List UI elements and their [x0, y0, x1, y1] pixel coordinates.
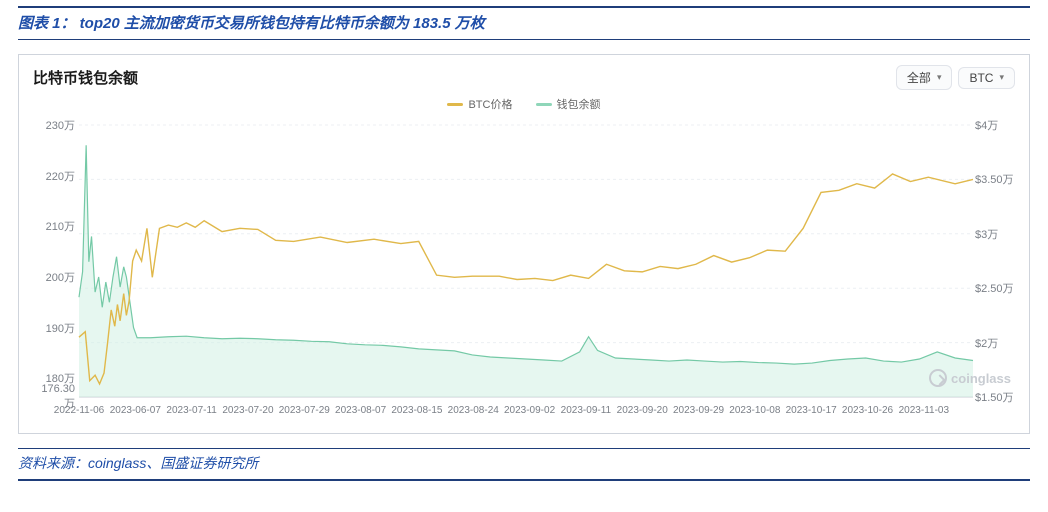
x-tick: 2023-09-29	[673, 405, 724, 416]
y-left-tick: 220万	[33, 168, 75, 184]
x-tick: 2023-09-02	[504, 405, 555, 416]
legend-item-btc-price[interactable]: BTC价格	[447, 96, 512, 112]
x-tick: 2023-07-20	[222, 405, 273, 416]
plot-area	[79, 125, 973, 397]
y-left-tick: 200万	[33, 269, 75, 285]
y-left-tick: 190万	[33, 320, 75, 336]
figure-title: 图表 1： top20 主流加密货币交易所钱包持有比特币余额为 183.5 万枚	[18, 15, 485, 32]
x-tick: 2023-08-15	[391, 405, 442, 416]
chart-panel: 比特币钱包余额 全部 ▾ BTC ▾ BTC价格 钱包余额 230万 220万 21…	[18, 54, 1030, 434]
figure-title-bar: 图表 1： top20 主流加密货币交易所钱包持有比特币余额为 183.5 万枚	[18, 6, 1030, 40]
x-tick: 2023-09-20	[617, 405, 668, 416]
y-right-tick: $1.50万	[975, 389, 1017, 405]
y-right-tick: $4万	[975, 117, 1017, 133]
chevron-down-icon: ▾	[999, 72, 1004, 83]
x-tick: 2023-09-11	[561, 405, 611, 416]
x-tick: 2023-08-24	[448, 405, 499, 416]
chart-header: 比特币钱包余额 全部 ▾ BTC ▾	[33, 65, 1015, 90]
legend-label: 钱包余额	[557, 96, 601, 112]
x-tick: 2023-10-17	[786, 405, 837, 416]
chart-svg	[79, 125, 973, 397]
x-tick: 2023-11-03	[899, 405, 949, 416]
source-bar: 资料来源：coinglass、国盛证券研究所	[18, 448, 1030, 481]
unit-dropdown[interactable]: BTC ▾	[958, 67, 1015, 89]
x-tick: 2022-11-06	[54, 405, 104, 416]
x-tick: 2023-08-07	[335, 405, 386, 416]
y-left-tick: 210万	[33, 218, 75, 234]
x-tick: 2023-10-08	[729, 405, 780, 416]
legend-swatch	[536, 103, 552, 106]
source-text: 资料来源：coinglass、国盛证券研究所	[18, 455, 258, 471]
legend-swatch	[447, 103, 463, 106]
y-axis-left: 230万220万210万200万190万180万176.30万	[33, 125, 75, 397]
y-right-tick: $3万	[975, 226, 1017, 242]
x-axis: 2022-11-062023-06-072023-07-112023-07-20…	[79, 405, 973, 419]
range-dropdown-label: 全部	[907, 69, 931, 86]
unit-dropdown-label: BTC	[969, 71, 993, 85]
y-left-tick: 230万	[33, 117, 75, 133]
x-tick: 2023-10-26	[842, 405, 893, 416]
x-tick: 2023-06-07	[110, 405, 161, 416]
y-axis-right: $4万$3.50万$3万$2.50万$2万$1.50万	[975, 125, 1017, 397]
x-tick: 2023-07-29	[279, 405, 330, 416]
range-dropdown[interactable]: 全部 ▾	[896, 65, 953, 90]
y-right-tick: $2.50万	[975, 280, 1017, 296]
legend-label: BTC价格	[468, 96, 512, 112]
chart-title: 比特币钱包余额	[33, 67, 890, 88]
x-tick: 2023-07-11	[166, 405, 216, 416]
chevron-down-icon: ▾	[937, 72, 942, 83]
y-right-tick: $3.50万	[975, 171, 1017, 187]
chart-legend: BTC价格 钱包余额	[33, 96, 1015, 112]
figure-container: 图表 1： top20 主流加密货币交易所钱包持有比特币余额为 183.5 万枚…	[0, 0, 1048, 512]
legend-item-wallet-balance[interactable]: 钱包余额	[536, 96, 601, 112]
y-right-tick: $2万	[975, 335, 1017, 351]
